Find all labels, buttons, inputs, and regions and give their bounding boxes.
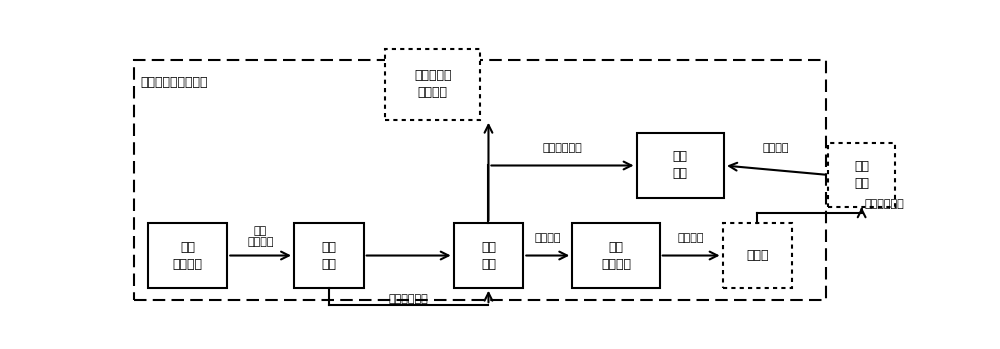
Bar bbox=[385, 49, 480, 120]
Text: 倍频
电路: 倍频 电路 bbox=[673, 150, 688, 180]
Bar bbox=[572, 223, 660, 288]
Text: 反馈信号: 反馈信号 bbox=[763, 143, 789, 153]
Bar bbox=[828, 143, 895, 207]
Text: 机械调制信号: 机械调制信号 bbox=[865, 200, 904, 209]
Text: 时钟
晶振电路: 时钟 晶振电路 bbox=[173, 240, 203, 270]
Text: 基准
频率信号: 基准 频率信号 bbox=[247, 226, 274, 247]
Text: 滤波
放大电路: 滤波 放大电路 bbox=[601, 240, 631, 270]
Text: 控制信号: 控制信号 bbox=[535, 233, 561, 243]
Bar bbox=[134, 60, 826, 300]
Text: 稳速信号: 稳速信号 bbox=[678, 233, 704, 243]
Text: 锁相比较信号: 锁相比较信号 bbox=[543, 143, 582, 153]
Text: 高速模块转
换器单元: 高速模块转 换器单元 bbox=[414, 69, 451, 99]
Bar bbox=[148, 223, 227, 288]
Text: 分频
电路: 分频 电路 bbox=[321, 240, 336, 270]
Text: 测速
电路: 测速 电路 bbox=[854, 160, 869, 190]
Bar bbox=[637, 133, 724, 198]
Text: 锁相环稳速控制单元: 锁相环稳速控制单元 bbox=[140, 76, 208, 89]
Text: 锁相基准信号: 锁相基准信号 bbox=[389, 294, 429, 304]
Bar bbox=[723, 223, 792, 288]
Bar bbox=[294, 223, 364, 288]
Text: 切光器: 切光器 bbox=[746, 249, 769, 262]
Bar bbox=[454, 223, 523, 288]
Text: 锁相
电路: 锁相 电路 bbox=[481, 240, 496, 270]
